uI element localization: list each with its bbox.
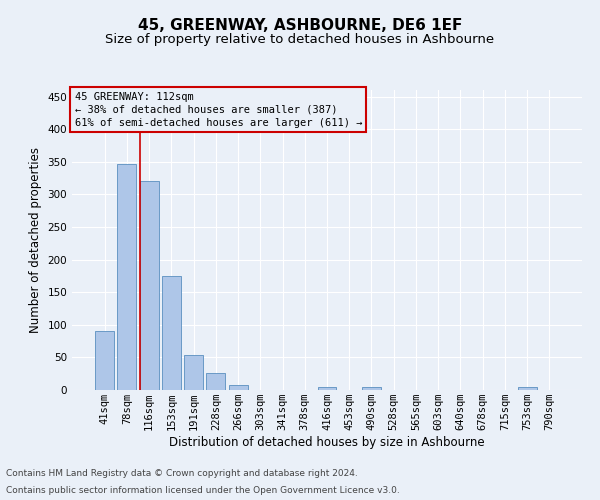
Bar: [140, 182, 158, 390]
Bar: [95, 332, 114, 390]
Bar: [518, 386, 536, 390]
X-axis label: Distribution of detached houses by size in Ashbourne: Distribution of detached houses by size …: [169, 436, 485, 449]
Bar: [162, 276, 181, 390]
Text: Contains public sector information licensed under the Open Government Licence v3: Contains public sector information licen…: [6, 486, 400, 495]
Text: 45 GREENWAY: 112sqm
← 38% of detached houses are smaller (387)
61% of semi-detac: 45 GREENWAY: 112sqm ← 38% of detached ho…: [74, 92, 362, 128]
Bar: [206, 373, 225, 390]
Bar: [317, 386, 337, 390]
Bar: [229, 385, 248, 390]
Bar: [184, 356, 203, 390]
Bar: [118, 164, 136, 390]
Text: 45, GREENWAY, ASHBOURNE, DE6 1EF: 45, GREENWAY, ASHBOURNE, DE6 1EF: [138, 18, 462, 32]
Bar: [362, 386, 381, 390]
Y-axis label: Number of detached properties: Number of detached properties: [29, 147, 42, 333]
Text: Contains HM Land Registry data © Crown copyright and database right 2024.: Contains HM Land Registry data © Crown c…: [6, 468, 358, 477]
Text: Size of property relative to detached houses in Ashbourne: Size of property relative to detached ho…: [106, 32, 494, 46]
